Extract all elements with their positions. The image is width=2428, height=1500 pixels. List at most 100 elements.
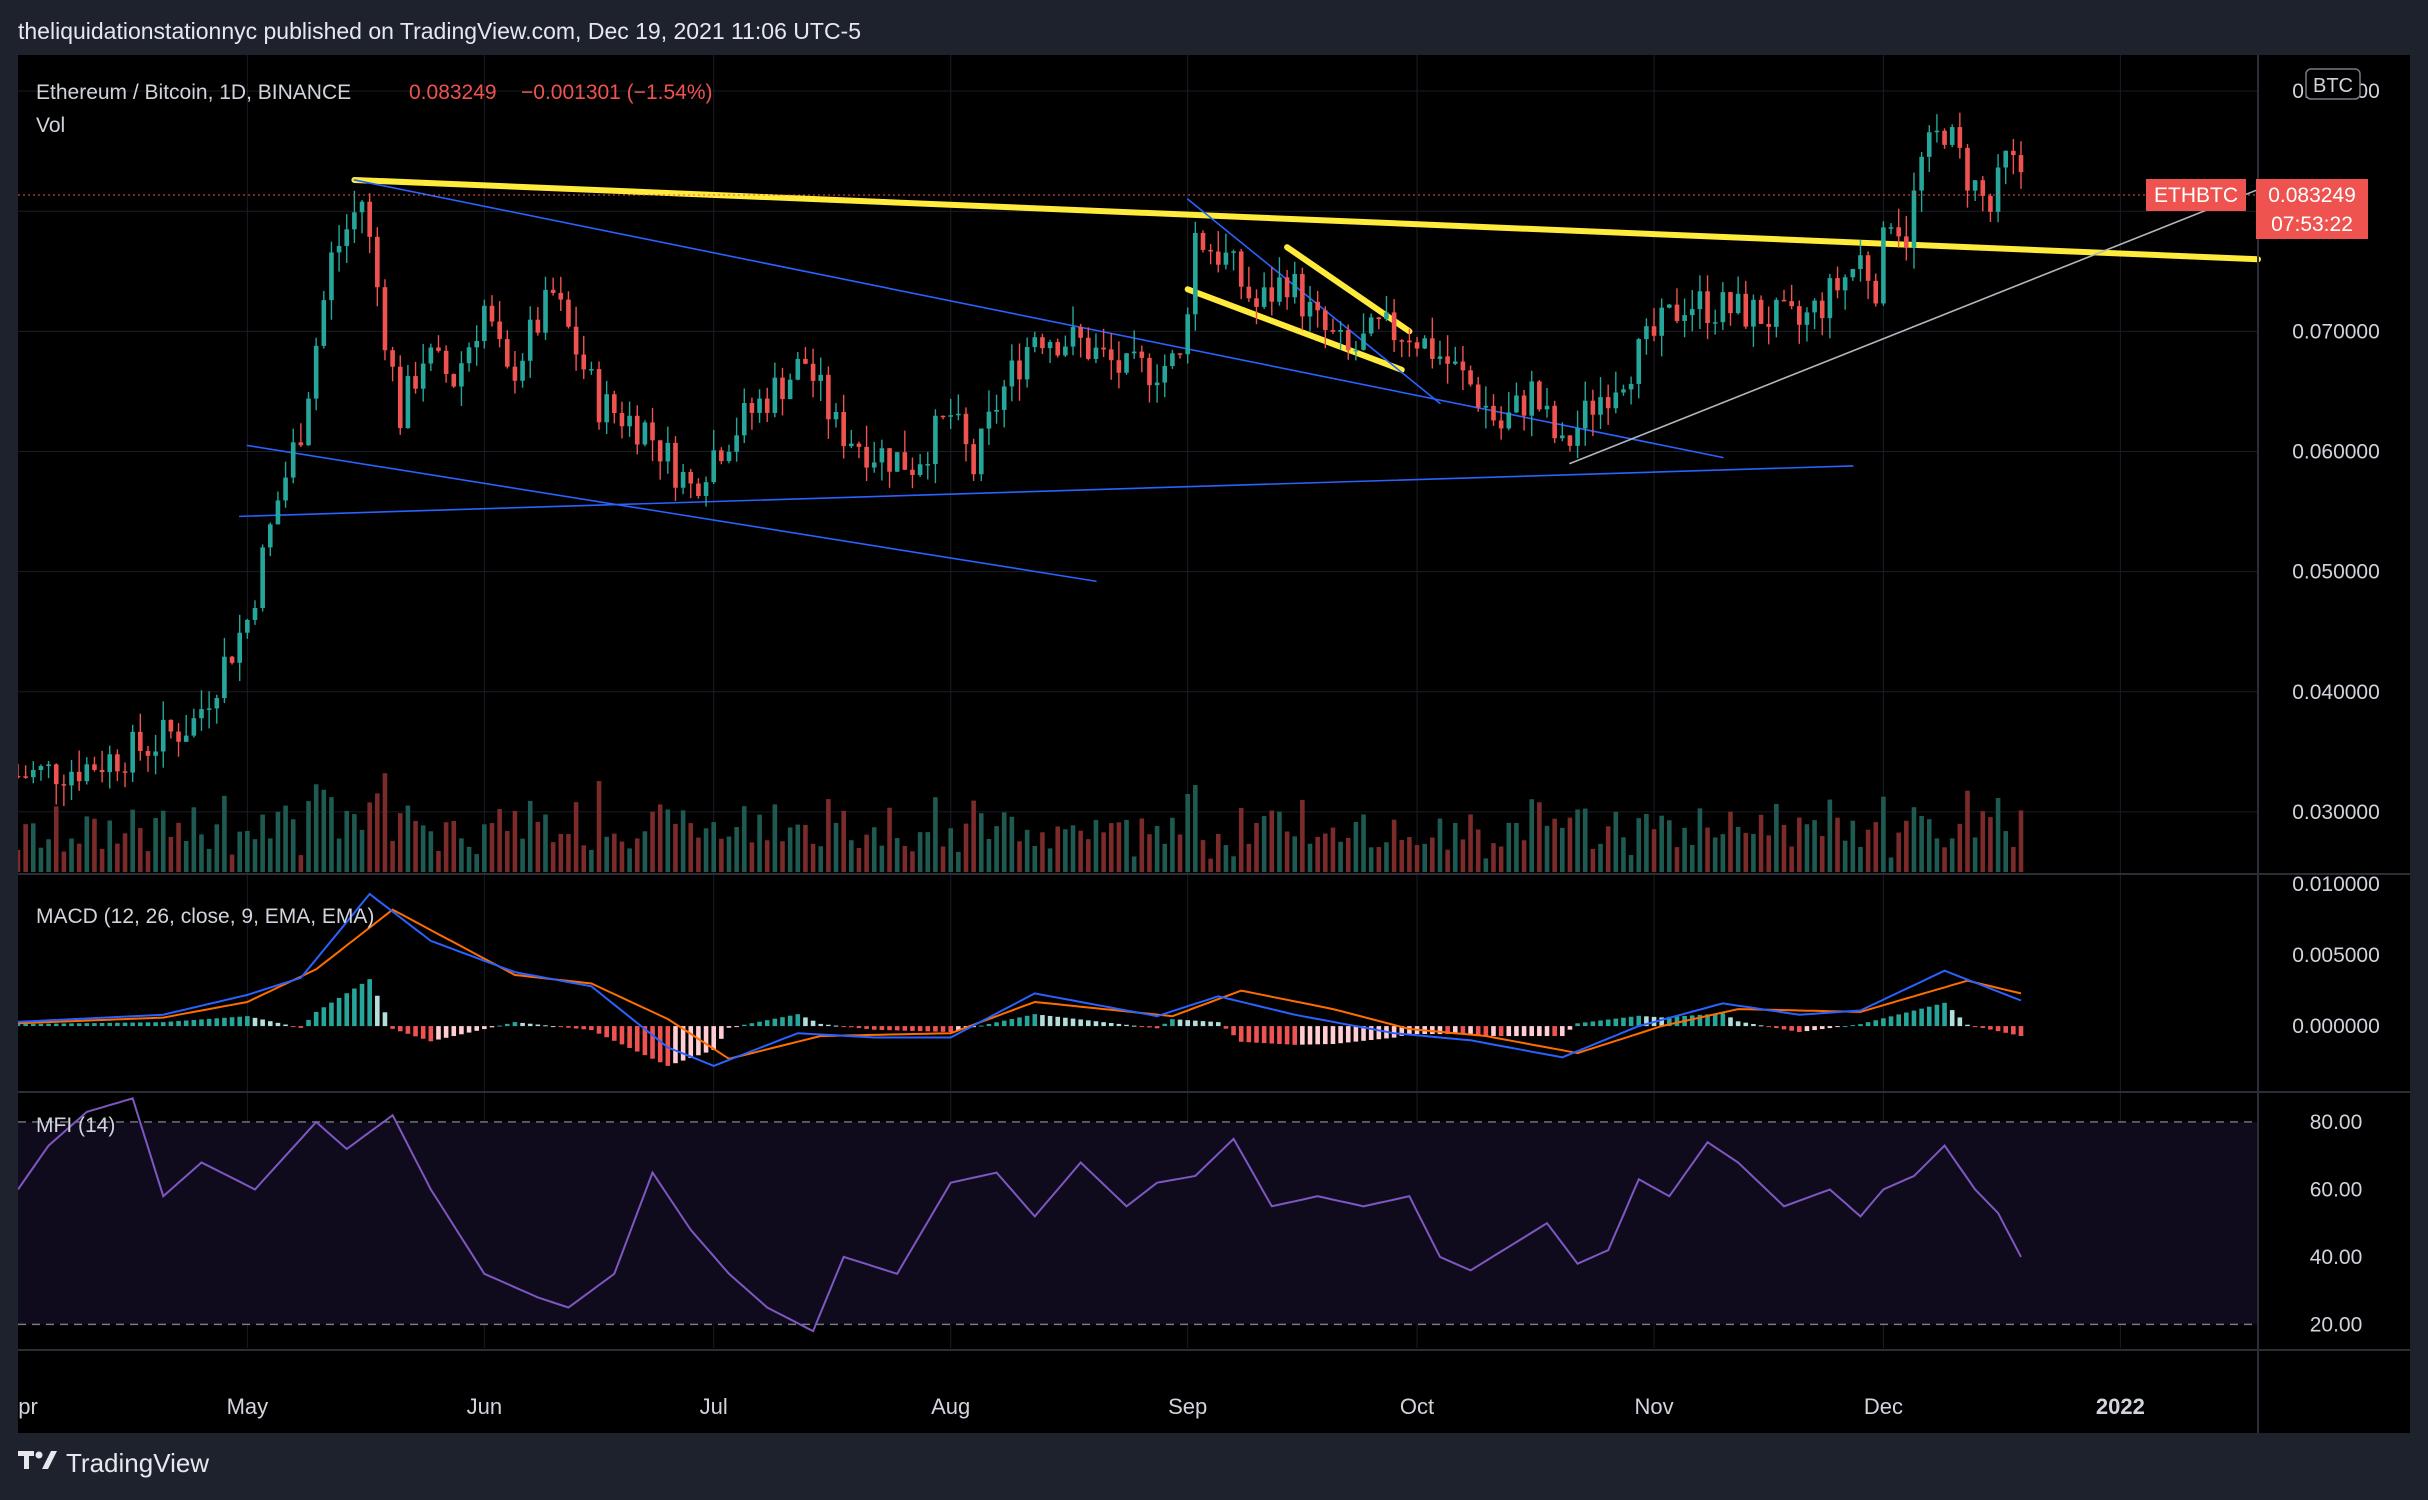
candle[interactable]: [420, 363, 426, 389]
candle[interactable]: [566, 299, 571, 327]
candle[interactable]: [1957, 127, 1963, 148]
chart-canvas[interactable]: 0.0900000.0700000.0600000.0500000.040000…: [18, 55, 2410, 1433]
candle[interactable]: [1682, 315, 1687, 321]
candle[interactable]: [1208, 249, 1213, 252]
candle[interactable]: [864, 446, 869, 468]
candle[interactable]: [527, 319, 533, 361]
currency-badge-box[interactable]: [2305, 68, 2361, 100]
candle[interactable]: [512, 366, 518, 381]
candle[interactable]: [390, 350, 395, 367]
candle[interactable]: [1949, 127, 1955, 145]
candle[interactable]: [99, 769, 105, 773]
candle[interactable]: [1040, 337, 1045, 349]
candle[interactable]: [856, 443, 862, 447]
candle[interactable]: [1124, 353, 1129, 373]
candle[interactable]: [1200, 232, 1206, 250]
candle[interactable]: [1460, 361, 1466, 371]
candle[interactable]: [749, 403, 755, 413]
candle[interactable]: [69, 771, 74, 786]
candle[interactable]: [336, 245, 342, 253]
candle[interactable]: [260, 547, 265, 608]
candle[interactable]: [183, 735, 189, 742]
candle[interactable]: [1193, 232, 1198, 315]
candle[interactable]: [1162, 366, 1168, 383]
candle[interactable]: [245, 619, 250, 633]
macd-line[interactable]: [18, 892, 2022, 1067]
candle[interactable]: [53, 764, 59, 785]
candle[interactable]: [543, 289, 548, 333]
candle[interactable]: [1376, 317, 1382, 320]
candle[interactable]: [1835, 278, 1840, 291]
candle[interactable]: [1292, 274, 1298, 298]
candle[interactable]: [367, 201, 372, 237]
candle[interactable]: [1047, 342, 1053, 349]
candle[interactable]: [1651, 326, 1657, 336]
candle[interactable]: [550, 289, 556, 293]
candle[interactable]: [84, 764, 90, 782]
candle[interactable]: [153, 751, 158, 756]
candle[interactable]: [489, 305, 495, 322]
candle[interactable]: [956, 413, 961, 416]
candle[interactable]: [1552, 405, 1557, 439]
candle[interactable]: [1147, 357, 1152, 386]
candle[interactable]: [627, 415, 632, 427]
candle[interactable]: [61, 784, 67, 786]
candle[interactable]: [1414, 342, 1420, 349]
candle[interactable]: [504, 339, 510, 367]
candle[interactable]: [329, 252, 334, 301]
candle[interactable]: [1070, 327, 1076, 347]
candle[interactable]: [1926, 132, 1932, 157]
candle[interactable]: [1284, 277, 1290, 298]
mfi-line[interactable]: [18, 1097, 2022, 1333]
candle[interactable]: [1988, 195, 1993, 212]
candle[interactable]: [1116, 360, 1122, 373]
candle[interactable]: [764, 398, 770, 413]
mfi-pane[interactable]: [18, 1097, 2258, 1333]
candle[interactable]: [252, 607, 258, 620]
candle[interactable]: [917, 464, 923, 475]
candle[interactable]: [558, 292, 564, 300]
candle[interactable]: [1024, 347, 1030, 380]
candle[interactable]: [734, 435, 739, 452]
candle[interactable]: [963, 413, 969, 445]
candle[interactable]: [818, 374, 824, 381]
candle[interactable]: [443, 350, 449, 375]
candle[interactable]: [1865, 255, 1871, 281]
candle[interactable]: [1323, 310, 1328, 331]
candle[interactable]: [657, 440, 663, 462]
candle[interactable]: [1445, 356, 1450, 364]
trend-line-yellow[interactable]: [351, 176, 2261, 263]
candle[interactable]: [1605, 397, 1611, 409]
candle[interactable]: [1582, 400, 1588, 429]
candle[interactable]: [1315, 301, 1320, 311]
candle[interactable]: [1009, 360, 1015, 387]
candle[interactable]: [76, 771, 82, 782]
candle[interactable]: [1330, 330, 1336, 332]
candle[interactable]: [1391, 312, 1397, 341]
candle[interactable]: [290, 442, 296, 478]
candle[interactable]: [1819, 300, 1825, 319]
candle[interactable]: [1361, 333, 1366, 350]
candle[interactable]: [833, 412, 839, 420]
candle[interactable]: [726, 451, 732, 462]
candle[interactable]: [482, 305, 487, 342]
candle[interactable]: [397, 366, 403, 429]
candle[interactable]: [1789, 301, 1794, 307]
candle[interactable]: [1827, 278, 1833, 319]
candle[interactable]: [986, 411, 992, 429]
candle[interactable]: [38, 766, 44, 770]
candle[interactable]: [581, 354, 587, 370]
candle[interactable]: [306, 398, 311, 446]
candle[interactable]: [199, 709, 204, 719]
candle[interactable]: [1911, 190, 1917, 248]
candle[interactable]: [925, 464, 931, 466]
candle[interactable]: [795, 358, 801, 380]
candle[interactable]: [1774, 299, 1779, 327]
candle[interactable]: [1437, 356, 1443, 359]
candle[interactable]: [1575, 428, 1580, 446]
candle[interactable]: [1613, 392, 1619, 409]
trend-line-blue[interactable]: [1186, 198, 1441, 405]
candle[interactable]: [1965, 147, 1970, 191]
candle[interactable]: [405, 376, 411, 429]
candle[interactable]: [1300, 274, 1305, 317]
